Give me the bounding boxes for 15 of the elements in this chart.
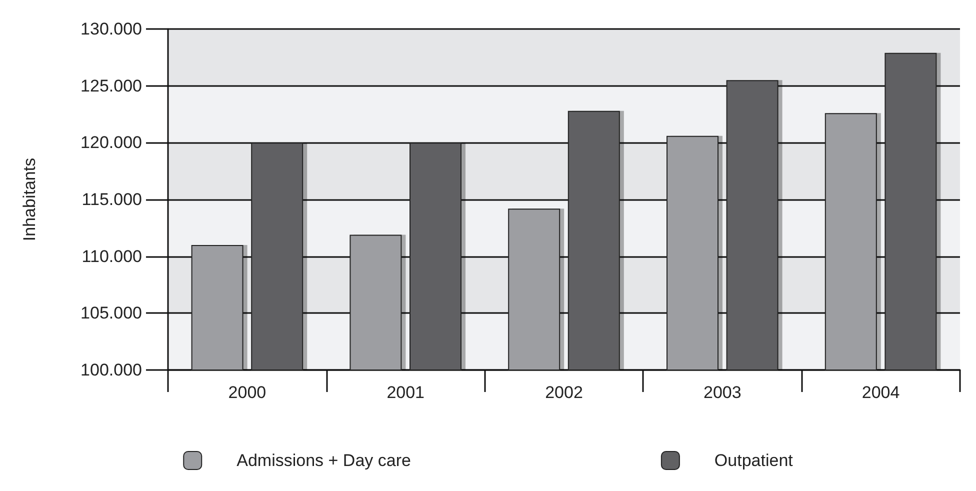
x-tick-label: 2001 xyxy=(386,383,425,402)
x-tick-label: 2000 xyxy=(228,383,266,402)
legend-label: Admissions + Day care xyxy=(236,451,411,470)
y-tick-label: 130.000 xyxy=(80,20,142,38)
y-tick-label: 120.000 xyxy=(80,133,142,152)
x-tick-label: 2003 xyxy=(703,383,742,402)
y-tick-label: 105.000 xyxy=(80,304,142,323)
y-tick-label: 100.000 xyxy=(80,360,142,380)
y-tick-label: 110.000 xyxy=(82,246,142,266)
y-tick-label: 125.000 xyxy=(80,76,142,96)
y-axis-title: Inhabitants xyxy=(20,158,39,242)
x-tick-label: 2004 xyxy=(862,383,900,402)
legend-label: Outpatient xyxy=(714,451,794,470)
y-tick-label: 115.000 xyxy=(82,190,142,209)
x-tick-label: 2002 xyxy=(545,383,583,402)
